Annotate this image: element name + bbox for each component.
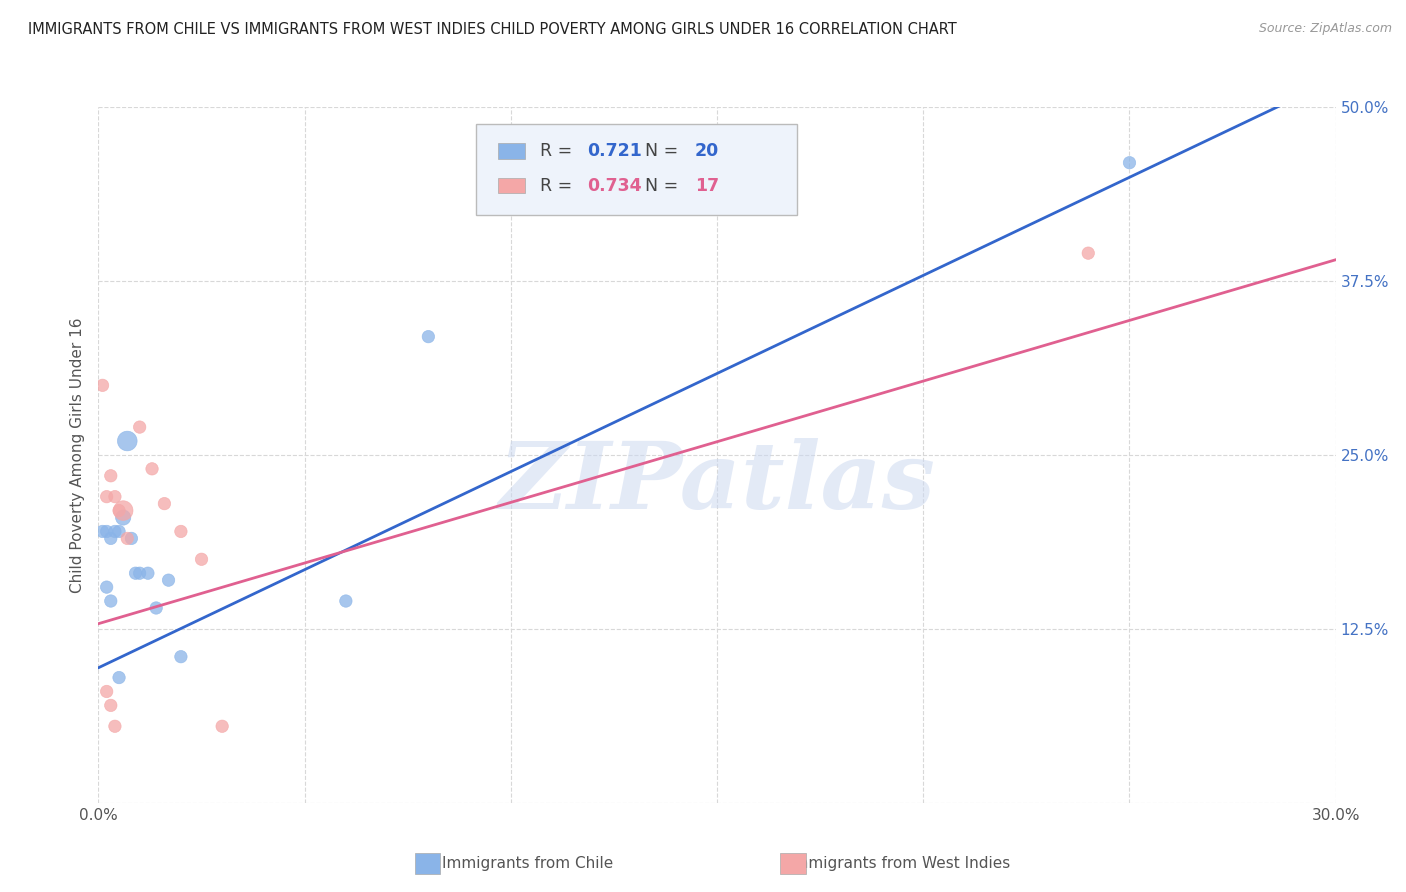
Point [157,573,180,587]
Text: 17: 17 [695,177,718,194]
Point [104,490,127,504]
Point [211,719,233,733]
Point [100,532,122,546]
Point [91,378,114,392]
Point [190,552,212,566]
Text: Immigrants from West Indies: Immigrants from West Indies [789,856,1011,871]
Point [117,532,139,546]
Text: N =: N = [645,177,685,194]
Bar [498,178,526,194]
Point [100,594,122,608]
Text: 0.721: 0.721 [588,142,643,160]
Point [136,566,159,581]
Point [170,524,193,539]
Text: IMMIGRANTS FROM CHILE VS IMMIGRANTS FROM WEST INDIES CHILD POVERTY AMONG GIRLS U: IMMIGRANTS FROM CHILE VS IMMIGRANTS FROM… [28,22,957,37]
Point [96,580,118,594]
Point [1077,246,1099,260]
Point [112,510,135,524]
Point [170,649,193,664]
Text: R =: R = [540,177,578,194]
Point [335,594,357,608]
Point [108,503,131,517]
Point [120,532,142,546]
Point [117,434,139,448]
Point [418,329,440,343]
Text: Source: ZipAtlas.com: Source: ZipAtlas.com [1258,22,1392,36]
Bar [498,144,526,159]
Text: Immigrants from Chile: Immigrants from Chile [441,856,613,871]
Point [100,468,122,483]
Point [96,524,118,539]
Text: ZIPatlas: ZIPatlas [499,438,935,528]
Point [96,490,118,504]
Point [108,671,131,685]
Point [112,503,135,517]
Text: R =: R = [540,142,578,160]
Point [104,719,127,733]
Point [96,684,118,698]
Text: 0.734: 0.734 [588,177,641,194]
Point [1118,155,1140,169]
Point [145,601,167,615]
Text: 20: 20 [695,142,718,160]
Point [124,566,146,581]
Point [153,497,176,511]
Point [128,566,150,581]
Point [141,462,163,476]
Text: N =: N = [645,142,685,160]
Point [91,524,114,539]
Point [100,698,122,713]
Y-axis label: Child Poverty Among Girls Under 16: Child Poverty Among Girls Under 16 [70,318,86,592]
Point [104,524,127,539]
Point [128,420,150,434]
FancyBboxPatch shape [475,124,797,215]
Point [108,524,131,539]
